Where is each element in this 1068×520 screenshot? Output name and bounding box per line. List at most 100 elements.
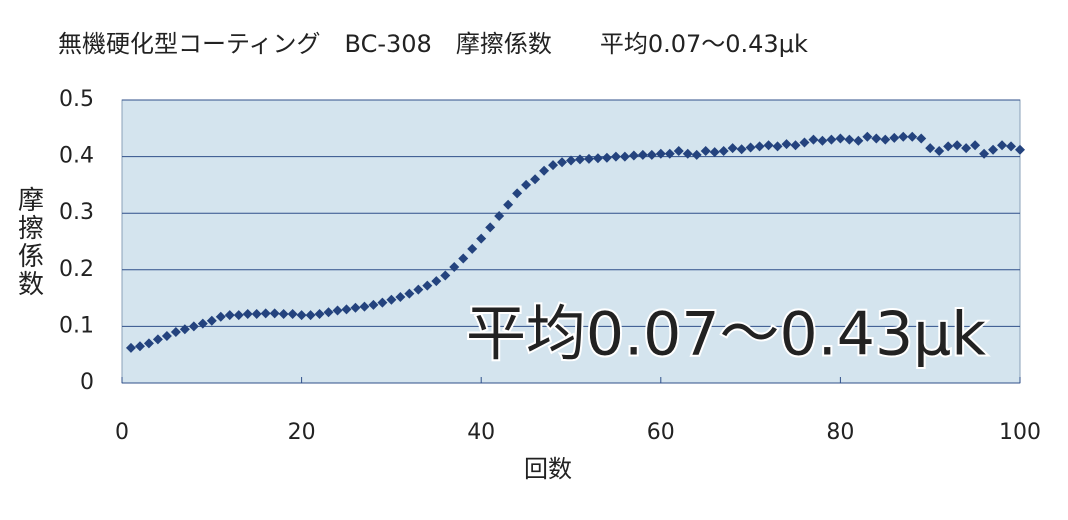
data-point — [386, 294, 397, 305]
data-point — [592, 153, 603, 164]
data-point — [260, 308, 271, 319]
data-point — [790, 140, 801, 151]
data-point — [988, 144, 999, 155]
data-point — [242, 308, 253, 319]
data-point — [197, 318, 208, 329]
y-tick-label: 0.1 — [59, 313, 94, 338]
data-point — [404, 288, 415, 299]
data-point — [781, 139, 792, 150]
data-point — [188, 321, 199, 332]
y-tick-label: 0.5 — [59, 87, 94, 112]
data-point — [700, 145, 711, 156]
x-tick-label: 40 — [467, 420, 495, 445]
data-point — [215, 311, 226, 322]
data-point — [161, 331, 172, 342]
data-point — [503, 199, 514, 210]
data-point — [646, 149, 657, 160]
data-point — [278, 308, 289, 319]
data-point — [736, 144, 747, 155]
data-point — [431, 276, 442, 287]
data-point — [368, 299, 379, 310]
data-point — [835, 133, 846, 144]
y-tick-label: 0.4 — [59, 144, 94, 169]
data-point — [224, 310, 235, 321]
data-point — [997, 140, 1008, 151]
data-point — [961, 143, 972, 154]
data-point — [125, 342, 136, 353]
y-tick-label: 0.2 — [59, 257, 94, 282]
data-point — [889, 132, 900, 143]
x-tick-label: 0 — [115, 420, 129, 445]
data-point — [655, 148, 666, 159]
data-point — [359, 301, 370, 312]
data-point — [350, 302, 361, 313]
data-point — [799, 137, 810, 148]
data-point — [898, 131, 909, 142]
data-point — [1015, 144, 1025, 155]
data-point — [808, 134, 819, 145]
y-tick-label: 0 — [80, 370, 94, 395]
data-point — [691, 149, 702, 160]
x-axis-label: 回数 — [524, 455, 572, 483]
data-point — [763, 140, 774, 151]
data-point — [377, 297, 388, 308]
data-point — [296, 310, 307, 321]
data-point — [449, 261, 460, 272]
data-point — [718, 145, 729, 156]
data-point — [727, 143, 738, 154]
data-point — [170, 327, 181, 338]
data-point — [467, 243, 478, 254]
data-point — [601, 152, 612, 163]
data-point — [628, 150, 639, 161]
x-tick-label: 60 — [647, 420, 675, 445]
data-point — [817, 135, 828, 146]
data-point — [871, 133, 882, 144]
data-point — [323, 307, 334, 318]
data-point — [673, 145, 684, 156]
data-point — [619, 151, 630, 162]
data-point — [512, 188, 523, 199]
data-point — [458, 253, 469, 264]
data-point — [179, 324, 190, 335]
data-point — [916, 133, 927, 144]
data-point — [251, 308, 262, 319]
data-point — [574, 154, 585, 165]
data-point — [305, 310, 316, 321]
data-point — [664, 148, 675, 159]
data-point — [826, 134, 837, 145]
data-point — [754, 141, 765, 152]
data-point — [233, 310, 244, 321]
data-point — [413, 284, 424, 295]
y-tick-label: 0.3 — [59, 200, 94, 225]
data-point — [979, 148, 990, 159]
data-point — [862, 131, 873, 142]
data-point — [521, 179, 532, 190]
data-point — [332, 305, 343, 316]
y-axis-label: 摩擦係数 — [14, 186, 44, 298]
data-point — [934, 145, 945, 156]
x-tick-label: 20 — [288, 420, 316, 445]
data-point — [925, 143, 936, 154]
data-point — [583, 153, 594, 164]
data-point — [853, 135, 864, 146]
data-point — [134, 341, 145, 352]
data-point — [844, 134, 855, 145]
data-point — [287, 308, 298, 319]
data-point — [682, 148, 693, 159]
data-point — [548, 160, 559, 171]
data-point — [539, 165, 550, 176]
data-point — [494, 211, 505, 222]
data-point — [476, 233, 487, 244]
data-point — [485, 222, 496, 233]
chart-title: 無機硬化型コーティング BC-308 摩擦係数 平均0.07～0.43μk — [58, 30, 808, 58]
data-point — [341, 304, 352, 315]
x-tick-label: 80 — [826, 420, 854, 445]
data-point — [907, 131, 918, 142]
data-point — [152, 334, 163, 345]
data-point — [880, 134, 891, 145]
plot-area — [121, 99, 1021, 384]
data-point — [314, 308, 325, 319]
annotation: 平均0.07～0.43μk — [466, 300, 986, 370]
data-point — [566, 155, 576, 166]
